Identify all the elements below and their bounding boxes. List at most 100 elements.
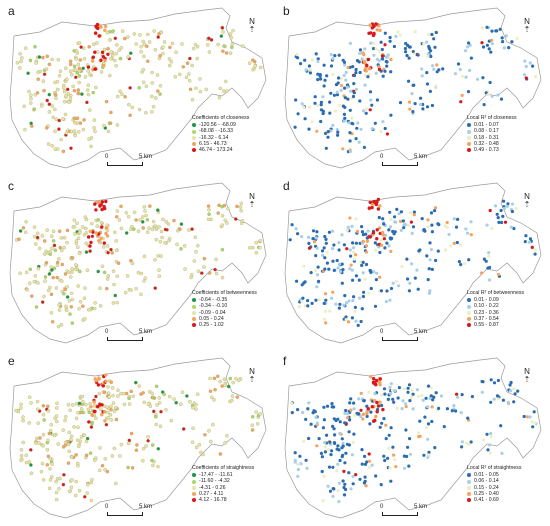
map-point: [327, 267, 331, 271]
map-point: [378, 425, 382, 429]
legend-item: 6.15 - 46.73: [192, 141, 249, 147]
map-point: [77, 41, 82, 45]
map-point: [466, 90, 471, 94]
map-point: [377, 59, 381, 63]
map-point: [67, 449, 72, 454]
map-point: [374, 71, 378, 75]
map-point: [300, 299, 304, 303]
map-point: [480, 390, 484, 394]
map-point: [68, 69, 73, 74]
map-point: [62, 89, 67, 94]
map-point: [425, 105, 430, 109]
map-point: [455, 240, 459, 245]
map-point: [111, 393, 115, 398]
map-point: [410, 262, 414, 266]
legend-label: 0.37 - 0.54: [474, 315, 499, 322]
map-point: [102, 390, 107, 395]
map-point: [183, 267, 187, 271]
map-point: [361, 417, 365, 421]
map-point: [500, 36, 504, 40]
map-point: [430, 267, 434, 271]
map-point: [254, 410, 258, 414]
map-point: [60, 248, 64, 253]
legend-item: -68.08 - -16.33: [192, 128, 249, 134]
map-point: [37, 246, 42, 251]
map-point: [434, 84, 438, 88]
map-point: [70, 403, 75, 407]
map-point: [408, 281, 412, 285]
map-point: [459, 411, 463, 415]
map-point: [353, 309, 357, 313]
map-point: [351, 250, 356, 255]
map-point: [369, 375, 373, 379]
map-point: [74, 57, 78, 61]
map-point: [73, 116, 77, 121]
map-point: [375, 200, 379, 204]
map-point: [317, 298, 321, 302]
map-point: [155, 403, 159, 407]
map-point: [329, 53, 333, 57]
map-point: [207, 50, 212, 54]
legend-label: 0.01 - 0.05: [474, 472, 499, 479]
map-point: [375, 228, 379, 232]
map-point: [425, 71, 429, 75]
map-point: [481, 380, 485, 384]
map-point: [313, 240, 317, 244]
map-point: [432, 37, 436, 41]
map-point: [459, 263, 463, 267]
map-point: [74, 453, 78, 457]
map-point: [44, 67, 49, 71]
map-point: [36, 77, 40, 81]
map-point: [62, 473, 66, 477]
map-point: [93, 202, 97, 206]
map-point: [38, 436, 42, 440]
map-point: [153, 48, 158, 52]
map-point: [138, 33, 142, 37]
map-point: [322, 317, 326, 321]
map-point: [360, 307, 364, 311]
map-point: [21, 418, 25, 423]
map-point: [379, 129, 383, 134]
map-point: [396, 30, 400, 34]
map-point: [464, 227, 468, 231]
legend-label: 0.06 - 0.14: [474, 478, 499, 485]
map-point: [337, 306, 341, 310]
map-point: [173, 75, 178, 79]
map-point: [90, 413, 95, 418]
map-point: [349, 89, 353, 93]
map-point: [408, 437, 412, 441]
map-point: [99, 220, 104, 225]
map-point: [50, 268, 54, 272]
map-point: [127, 402, 132, 406]
map-point: [307, 235, 311, 239]
map-point: [425, 40, 429, 44]
map-point: [486, 448, 490, 452]
map-point: [466, 45, 470, 49]
map-point: [488, 451, 492, 455]
map-point: [490, 29, 494, 33]
map-point: [480, 26, 485, 30]
map-point: [156, 447, 161, 451]
map-point: [94, 67, 98, 71]
scale-line: [382, 162, 418, 166]
map-point: [134, 380, 138, 385]
map-point: [210, 395, 214, 400]
map-point: [109, 110, 113, 115]
map-point: [358, 477, 362, 481]
map-point: [425, 82, 430, 86]
map-point: [411, 110, 415, 114]
map-point: [115, 274, 120, 278]
map-point: [324, 241, 328, 245]
legend-item: 0.06 - 0.14: [467, 478, 522, 484]
map-point: [62, 245, 67, 250]
map-point: [320, 455, 324, 459]
map-point: [378, 250, 382, 255]
map-point: [346, 97, 350, 101]
map-point: [352, 407, 356, 411]
map-point: [342, 112, 346, 116]
map-point: [369, 31, 373, 35]
map-point: [352, 432, 356, 436]
map-point: [66, 439, 71, 444]
map-point: [419, 103, 423, 107]
map-point: [127, 102, 131, 107]
